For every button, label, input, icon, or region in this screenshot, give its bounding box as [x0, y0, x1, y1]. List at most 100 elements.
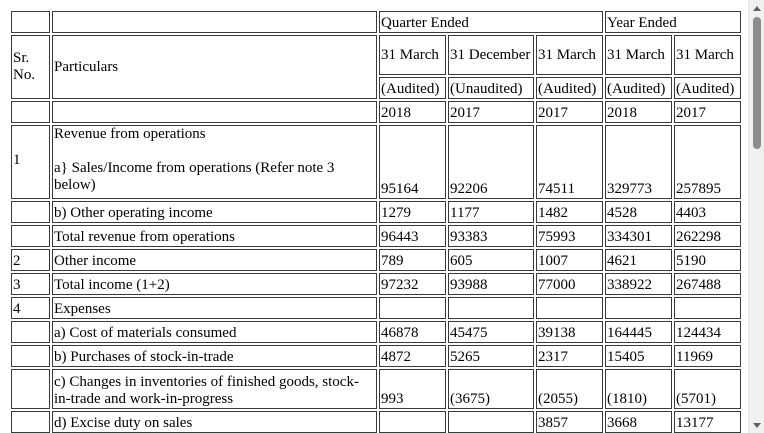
date-header: 31 March — [536, 35, 603, 75]
financial-results-table: Quarter Ended Year Ended Sr. No. Particu… — [9, 9, 743, 433]
value-cell: 789 — [379, 249, 446, 271]
section-item: a} Sales/Income from operations (Refer n… — [54, 160, 335, 193]
value-cell: 39138 — [536, 321, 603, 343]
year-header: 2017 — [448, 101, 534, 123]
value-cell: 1279 — [379, 201, 446, 223]
value-cell: 2317 — [536, 345, 603, 367]
table-row: a) Cost of materials consumed 46878 4547… — [11, 321, 741, 343]
date-header: 31 March — [605, 35, 672, 75]
date-header: 31 March — [379, 35, 446, 75]
year-header: 2018 — [605, 101, 672, 123]
table-row: d) Excise duty on sales 3857 3668 13177 — [11, 411, 741, 433]
value-cell: 164445 — [605, 321, 672, 343]
scroll-up-arrow-icon — [753, 5, 761, 11]
particulars-cell: a) Cost of materials consumed — [52, 321, 377, 343]
scroll-down-button[interactable] — [749, 417, 764, 433]
value-cell — [448, 297, 534, 319]
value-cell: 5265 — [448, 345, 534, 367]
value-cell: 11969 — [674, 345, 741, 367]
sr-no-cell: 1 — [11, 125, 50, 199]
particulars-cell: Other income — [52, 249, 377, 271]
value-cell: 95164 — [379, 125, 446, 199]
empty-cell — [11, 11, 50, 33]
value-cell: 124434 — [674, 321, 741, 343]
value-cell: 5190 — [674, 249, 741, 271]
value-cell: 96443 — [379, 225, 446, 247]
value-cell: 338922 — [605, 273, 672, 295]
value-cell: 4872 — [379, 345, 446, 367]
value-cell: 605 — [448, 249, 534, 271]
value-cell — [379, 411, 446, 433]
empty-cell — [52, 11, 377, 33]
value-cell: 4528 — [605, 201, 672, 223]
value-cell: (3675) — [448, 369, 534, 409]
empty-cell — [52, 101, 377, 123]
audit-status: (Unaudited) — [448, 77, 534, 99]
table-row: 1 Revenue from operations a} Sales/Incom… — [11, 125, 741, 199]
value-cell: 13177 — [674, 411, 741, 433]
value-cell: 334301 — [605, 225, 672, 247]
particulars-cell: Expenses — [52, 297, 377, 319]
table-row: 3 Total income (1+2) 97232 93988 77000 3… — [11, 273, 741, 295]
sr-no-header: Sr. No. — [11, 35, 50, 99]
sr-no-cell — [11, 225, 50, 247]
sr-no-cell — [11, 321, 50, 343]
vertical-scrollbar[interactable] — [748, 0, 764, 433]
value-cell: 97232 — [379, 273, 446, 295]
particulars-cell: d) Excise duty on sales — [52, 411, 377, 433]
value-cell: 75993 — [536, 225, 603, 247]
empty-cell — [11, 101, 50, 123]
value-cell — [674, 297, 741, 319]
value-cell: 267488 — [674, 273, 741, 295]
value-cell — [379, 297, 446, 319]
particulars-cell: Total revenue from operations — [52, 225, 377, 247]
value-cell: 4621 — [605, 249, 672, 271]
audit-status: (Audited) — [536, 77, 603, 99]
year-header: 2017 — [674, 101, 741, 123]
value-cell — [536, 297, 603, 319]
sr-no-cell — [11, 201, 50, 223]
value-cell: 46878 — [379, 321, 446, 343]
value-cell: 93988 — [448, 273, 534, 295]
year-header: 2018 — [379, 101, 446, 123]
particulars-cell: b) Other operating income — [52, 201, 377, 223]
particulars-cell: c) Changes in inventories of finished go… — [52, 369, 377, 409]
scroll-down-arrow-icon — [753, 422, 761, 428]
table-row: 4 Expenses — [11, 297, 741, 319]
header-row-groups: Quarter Ended Year Ended — [11, 11, 741, 33]
value-cell: 1007 — [536, 249, 603, 271]
table-row: b) Purchases of stock-in-trade 4872 5265… — [11, 345, 741, 367]
sr-no-cell: 4 — [11, 297, 50, 319]
sr-no-cell: 2 — [11, 249, 50, 271]
value-cell: 45475 — [448, 321, 534, 343]
table-row: c) Changes in inventories of finished go… — [11, 369, 741, 409]
audit-status: (Audited) — [605, 77, 672, 99]
section-title: Revenue from operations — [54, 126, 206, 142]
value-cell: 3668 — [605, 411, 672, 433]
particulars-cell: b) Purchases of stock-in-trade — [52, 345, 377, 367]
sr-no-cell — [11, 411, 50, 433]
date-header: 31 December — [448, 35, 534, 75]
document-content: Quarter Ended Year Ended Sr. No. Particu… — [9, 9, 743, 433]
value-cell — [605, 297, 672, 319]
scrollbar-thumb[interactable] — [753, 17, 761, 149]
value-cell: (1810) — [605, 369, 672, 409]
value-cell: (2055) — [536, 369, 603, 409]
value-cell: 262298 — [674, 225, 741, 247]
table-row: Total revenue from operations 96443 9338… — [11, 225, 741, 247]
value-cell: 3857 — [536, 411, 603, 433]
value-cell: 74511 — [536, 125, 603, 199]
value-cell: 1177 — [448, 201, 534, 223]
table-row: b) Other operating income 1279 1177 1482… — [11, 201, 741, 223]
value-cell: 257895 — [674, 125, 741, 199]
value-cell: 92206 — [448, 125, 534, 199]
header-row-dates: Sr. No. Particulars 31 March 31 December… — [11, 35, 741, 99]
value-cell — [448, 411, 534, 433]
value-cell: 77000 — [536, 273, 603, 295]
sr-no-header-line1: Sr. — [13, 50, 30, 66]
scroll-up-button[interactable] — [749, 0, 764, 16]
date-header: 31 March — [674, 35, 741, 75]
sr-no-cell — [11, 345, 50, 367]
audit-status: (Audited) — [379, 77, 446, 99]
sr-no-cell — [11, 369, 50, 409]
